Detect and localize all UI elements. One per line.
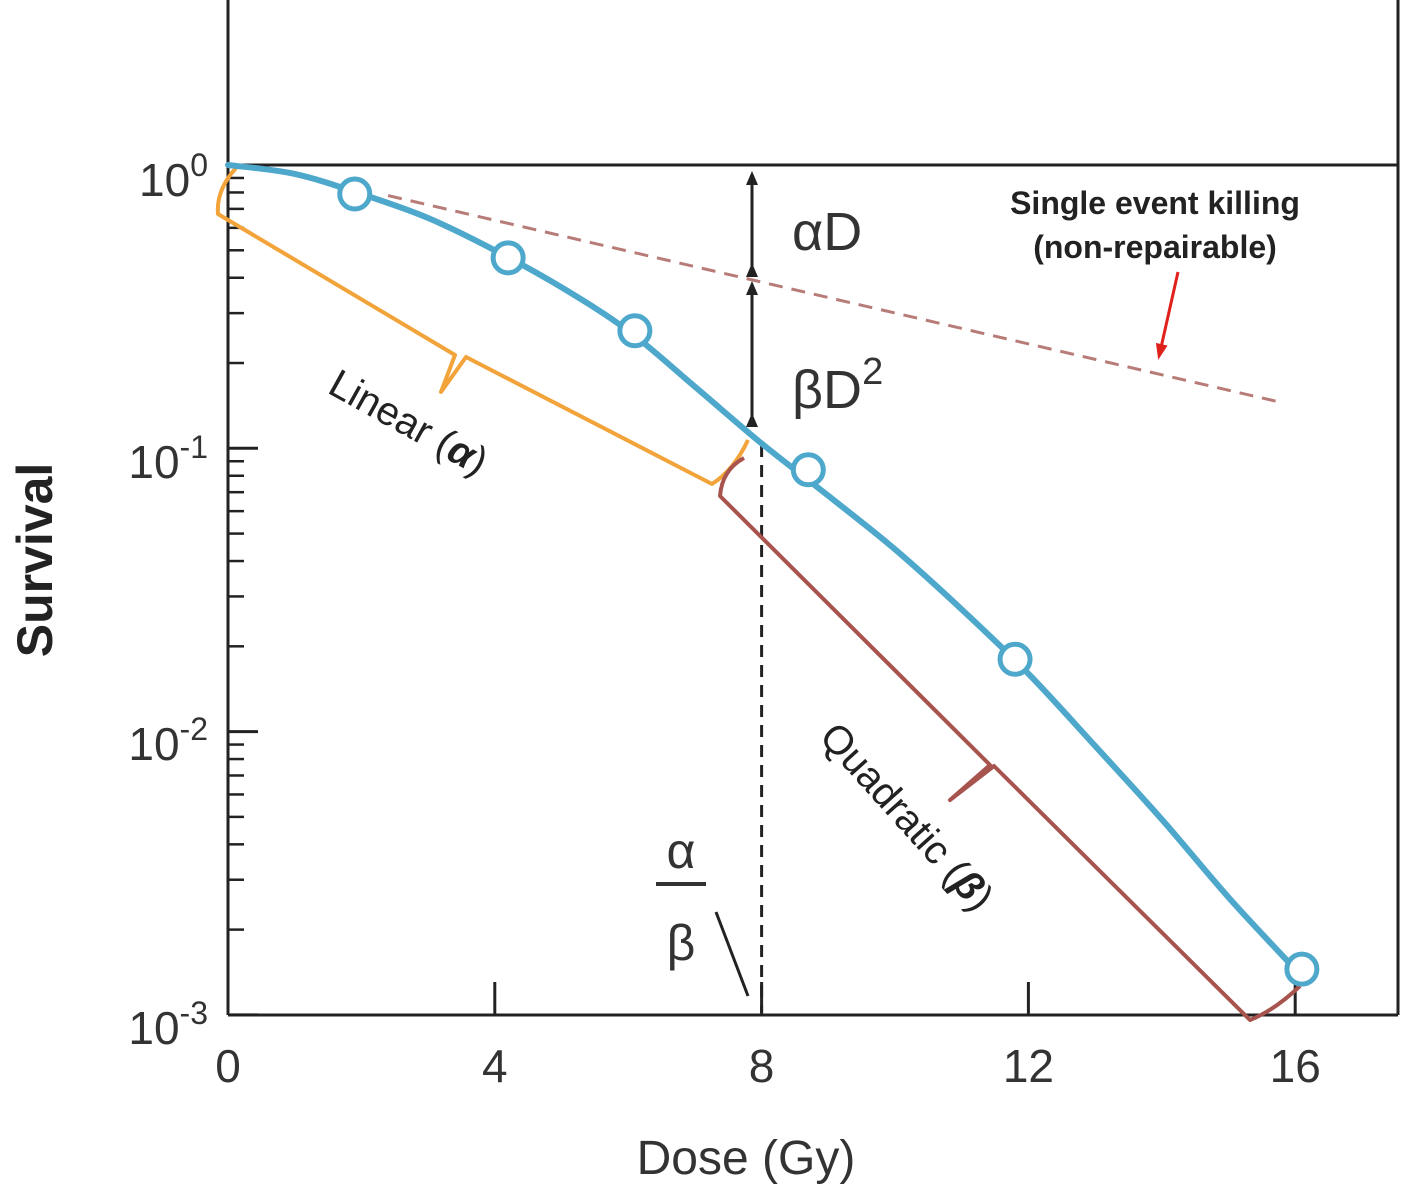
y-tick-exp: -3 xyxy=(180,995,208,1031)
linear-label-text: Linear ( xyxy=(322,361,463,466)
linear-bracket xyxy=(215,166,750,486)
x-axis-label: Dose (Gy) xyxy=(637,1132,856,1185)
beta-d-base: βD xyxy=(792,360,862,420)
x-ticks xyxy=(493,982,1297,1015)
x-tick-label-16: 16 xyxy=(1270,1040,1321,1092)
y-minor-ticks xyxy=(228,176,244,931)
y-tick-label-1e0: 100 xyxy=(139,147,208,206)
ratio-denominator: β xyxy=(667,915,696,971)
ratio-pointer-line xyxy=(714,911,750,997)
single-event-dashed-line xyxy=(387,194,1283,405)
quadratic-bracket xyxy=(718,456,1302,1022)
quadratic-beta-label: Quadratic (β) xyxy=(811,715,1002,920)
x-tick-label-0: 0 xyxy=(215,1040,241,1092)
single-event-red-arrow xyxy=(1155,271,1180,360)
data-point-marker xyxy=(790,452,826,488)
beta-d-exp: 2 xyxy=(862,351,883,393)
data-point-marker xyxy=(617,313,653,349)
y-tick-base: 10 xyxy=(128,1002,179,1054)
y-tick-label-1e-2: 10-2 xyxy=(128,711,208,770)
y-tick-base: 10 xyxy=(128,718,179,770)
alpha-d-label: αD xyxy=(792,202,862,262)
y-tick-exp: 0 xyxy=(190,147,208,183)
single-event-label-line1: Single event killing xyxy=(1010,185,1300,221)
data-point-marker xyxy=(337,176,373,212)
linear-alpha-label: Linear (α) xyxy=(322,361,495,484)
data-points xyxy=(337,176,1320,987)
data-point-marker xyxy=(997,641,1033,677)
data-point-marker xyxy=(490,240,526,276)
y-tick-label-1e-1: 10-1 xyxy=(128,429,208,488)
y-tick-base: 10 xyxy=(128,436,179,488)
quadratic-label-text: Quadratic ( xyxy=(811,715,977,892)
y-tick-exp: -2 xyxy=(180,711,208,747)
x-tick-label-4: 4 xyxy=(482,1040,508,1092)
y-major-ticks xyxy=(228,163,258,1017)
y-tick-label-1e-3: 10-3 xyxy=(128,995,208,1054)
y-tick-base: 10 xyxy=(139,154,190,206)
y-axis-label: Survival xyxy=(7,463,63,658)
x-tick-label-12: 12 xyxy=(1003,1040,1054,1092)
ratio-numerator: α xyxy=(667,823,696,879)
data-point-marker xyxy=(1284,951,1320,987)
survival-curve xyxy=(225,162,1299,973)
beta-d2-label: βD2 xyxy=(792,351,883,420)
single-event-label-line2: (non-repairable) xyxy=(1033,229,1277,265)
x-tick-label-8: 8 xyxy=(749,1040,775,1092)
y-tick-exp: -1 xyxy=(180,429,208,465)
